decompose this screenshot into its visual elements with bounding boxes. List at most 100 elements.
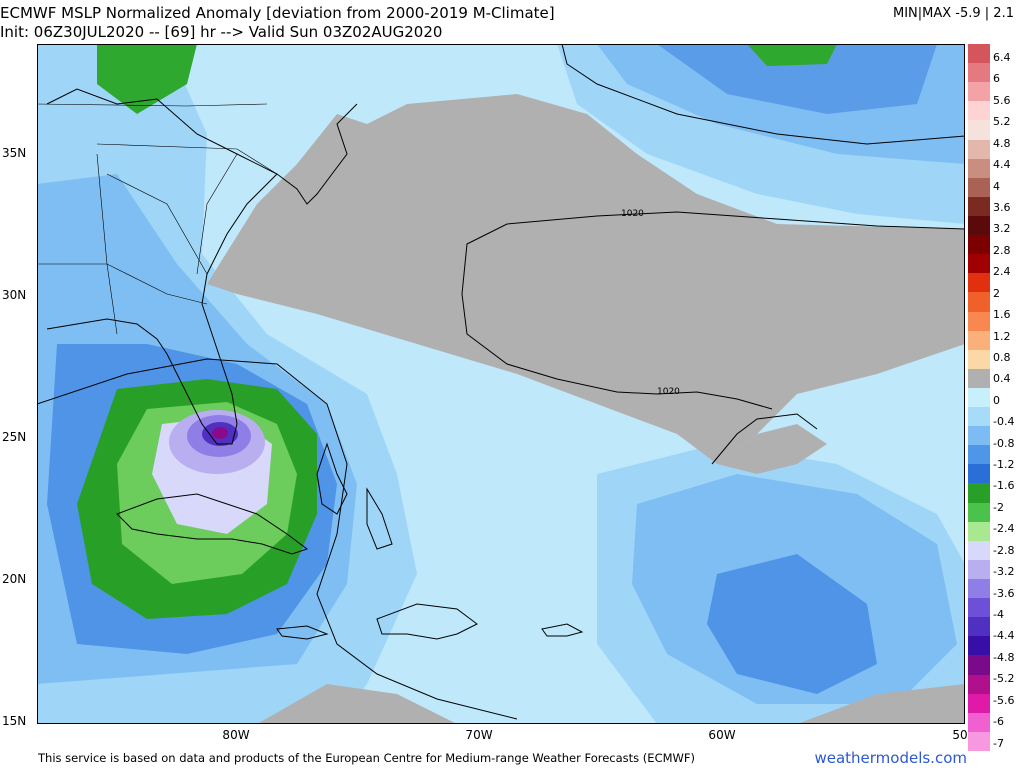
colorbar-segment: [968, 540, 990, 561]
colorbar-label: -0.8: [993, 436, 1015, 450]
colorbar-segment: [968, 693, 990, 714]
colorbar-label: 0: [993, 393, 1000, 407]
colorbar-segment: [968, 521, 990, 542]
colorbar: [968, 44, 990, 752]
lon-label-70w: 70W: [465, 728, 493, 742]
colorbar-segment: [968, 636, 990, 656]
colorbar-segment: [968, 407, 990, 427]
colorbar-segment: [968, 387, 990, 408]
colorbar-segment: [968, 674, 990, 695]
colorbar-label: -2.8: [993, 543, 1015, 557]
lon-label-80w: 80W: [222, 728, 250, 742]
isobar-north: [561, 44, 965, 145]
colorbar-segment: [968, 292, 990, 312]
colorbar-segment: [968, 158, 990, 179]
chart-subtitle: Init: 06Z30JUL2020 -- [69] hr --> Valid …: [0, 23, 443, 41]
colorbar-label: -3.2: [993, 565, 1015, 579]
colorbar-label: 5.2: [993, 115, 1011, 129]
colorbar-segment: [968, 579, 990, 599]
colorbar-label: 3.6: [993, 200, 1011, 214]
colorbar-label: 6.4: [993, 51, 1011, 64]
colorbar-label: 6: [993, 72, 1000, 86]
colorbar-segment: [968, 82, 990, 102]
colorbar-label: -4.4: [993, 629, 1015, 643]
colorbar-label: 4.4: [993, 158, 1011, 172]
colorbar-label: 2.4: [993, 265, 1011, 279]
colorbar-label: 4: [993, 179, 1000, 193]
isobar-hurricane: [37, 358, 518, 720]
brand-link[interactable]: weathermodels.com: [814, 749, 967, 767]
anomaly-core-min: [212, 427, 228, 439]
colorbar-segment: [968, 215, 990, 236]
colorbar-segment: [968, 349, 990, 370]
colorbar-segment: [968, 273, 990, 293]
colorbar-segment: [968, 101, 990, 121]
chart-title-block: ECMWF MSLP Normalized Anomaly [deviation…: [0, 4, 555, 42]
anomaly-region-minus2-north: [657, 44, 937, 114]
colorbar-segment: [968, 177, 990, 198]
minmax-readout: MIN|MAX -5.9 | 2.1: [893, 6, 1014, 21]
anomaly-map: 1020 1020: [37, 44, 965, 724]
colorbar-segment: [968, 311, 990, 332]
anomaly-region-minus2.4-ne: [747, 44, 837, 66]
anomaly-region-minus2-east: [707, 554, 877, 694]
near-zero-region-atlantic-tail: [717, 424, 827, 474]
colorbar-label: 4.8: [993, 136, 1011, 150]
colorbar-segment: [968, 617, 990, 637]
colorbar-segment: [968, 44, 990, 64]
colorbar-segment: [968, 598, 990, 618]
colorbar-label: -6: [993, 715, 1004, 729]
lon-label-60w: 60W: [708, 728, 736, 742]
state-borders: [37, 103, 278, 335]
colorbar-label: -4: [993, 608, 1004, 622]
colorbar-label: 3.2: [993, 222, 1011, 236]
colorbar-segment: [968, 464, 990, 484]
chart-title: ECMWF MSLP Normalized Anomaly [deviation…: [0, 4, 555, 22]
colorbar-segment: [968, 235, 990, 255]
colorbar-segment: [968, 196, 990, 217]
colorbar-segment: [968, 254, 990, 274]
credit-text: This service is based on data and produc…: [38, 751, 695, 765]
colorbar-segment: [968, 330, 990, 351]
anomaly-region-minus2.4-north: [97, 44, 197, 114]
colorbar-label: -2: [993, 500, 1004, 514]
colorbar-label: -0.4: [993, 415, 1015, 429]
colorbar-label: 2.8: [993, 243, 1011, 257]
lat-label-20n: 20N: [2, 572, 27, 586]
near-zero-region-atlantic: [207, 94, 965, 464]
colorbar-segment: [968, 483, 990, 504]
lat-label-30n: 30N: [2, 288, 27, 302]
colorbar-label: -4.8: [993, 650, 1015, 664]
colorbar-segment: [968, 139, 990, 160]
colorbar-segment: [968, 445, 990, 465]
colorbar-label: 1.2: [993, 329, 1011, 343]
isobar-label-1: 1020: [621, 209, 644, 219]
colorbar-label: -2.4: [993, 522, 1015, 536]
near-zero-region-se: [797, 684, 965, 724]
colorbar-label: 0.8: [993, 350, 1011, 364]
lon-label-50w: 50: [952, 728, 968, 742]
colorbar-label: -1.6: [993, 479, 1015, 493]
colorbar-label: -1.2: [993, 458, 1015, 472]
colorbar-segment: [968, 655, 990, 676]
colorbar-segment: [968, 712, 990, 733]
colorbar-label: -5.2: [993, 672, 1015, 686]
colorbar-segment: [968, 502, 990, 523]
lat-label-25n: 25N: [2, 430, 27, 444]
colorbar-label: 1.6: [993, 308, 1011, 322]
colorbar-label: -7: [993, 736, 1004, 750]
colorbar-label: -5.6: [993, 693, 1015, 707]
map-frame: [37, 44, 965, 724]
colorbar-label: 5.6: [993, 93, 1011, 107]
colorbar-label: 0.4: [993, 372, 1011, 386]
colorbar-segment: [968, 731, 990, 752]
coastlines: [46, 88, 818, 640]
colorbar-segment: [968, 120, 990, 141]
colorbar-label: 2: [993, 286, 1000, 300]
lat-label-15n: 15N: [2, 714, 27, 728]
lat-label-35n: 35N: [2, 146, 27, 160]
colorbar-segment: [968, 368, 990, 389]
isobar-label-2: 1020: [657, 387, 680, 397]
colorbar-segment: [968, 426, 990, 446]
isobar-1020: [461, 211, 965, 410]
